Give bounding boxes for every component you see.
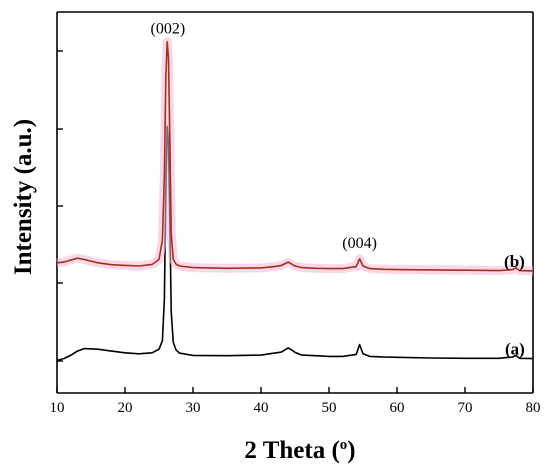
x-tick-label: 80 — [526, 400, 541, 416]
series-layer: (a) (b) — [56, 37, 534, 362]
peak-annotation: (004) — [342, 235, 377, 252]
series-a-line — [56, 125, 534, 362]
x-tick-label: 40 — [254, 400, 269, 416]
series-b-line — [56, 40, 534, 272]
x-tick-label: 70 — [458, 400, 473, 416]
x-tick-label: 10 — [50, 400, 65, 416]
x-axis-unit: o — [340, 437, 348, 453]
peak-annotation: (002) — [151, 21, 186, 38]
series-b-label: (b) — [504, 252, 525, 271]
series-b-halo — [56, 37, 534, 276]
x-axis-title: 2 Theta (o) — [244, 437, 355, 464]
y-axis-ticks — [57, 50, 63, 362]
x-axis-title-close: ) — [347, 437, 355, 464]
x-tick-label: 50 — [322, 400, 337, 416]
plot-area — [56, 11, 534, 394]
y-axis-title: Intensity (a.u.) — [10, 119, 37, 275]
x-tick-label: 60 — [390, 400, 405, 416]
x-axis-ticks: 10 20 30 40 50 60 70 80 — [50, 387, 541, 416]
annotation-layer: (002) (004) — [151, 21, 377, 253]
x-tick-label: 20 — [118, 400, 133, 416]
x-tick-label: 30 — [186, 400, 201, 416]
series-a-label: (a) — [505, 340, 525, 359]
